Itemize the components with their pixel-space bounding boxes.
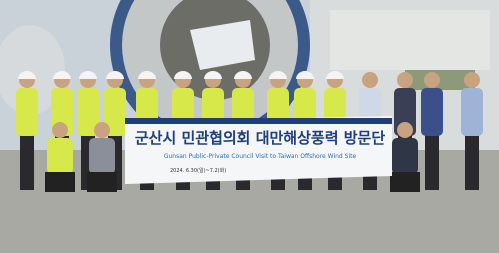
building-wall (330, 10, 490, 70)
torso (16, 88, 38, 136)
banner-subtitle: Gunsan Public-Private Council Visit to T… (164, 153, 357, 160)
photo: 군산시 민관협의회 대만해상풍력 방문단 Gunsan Public-Priva… (0, 0, 499, 253)
head (397, 122, 413, 138)
head (52, 122, 68, 138)
head (464, 72, 480, 88)
legs (20, 130, 34, 190)
banner (125, 116, 392, 184)
head (362, 72, 378, 88)
head (424, 72, 440, 88)
torso (421, 88, 443, 136)
photo-canvas: 군산시 민관협의회 대만해상풍력 방문단 Gunsan Public-Priva… (0, 0, 499, 253)
torso (392, 138, 418, 174)
banner-title: 군산시 민관협의회 대만해상풍력 방문단 (135, 129, 385, 147)
banner-stripe (125, 118, 392, 124)
legs (45, 172, 75, 192)
legs (425, 130, 439, 190)
legs (390, 172, 420, 192)
banner-date: 2024. 6.30(일)~7.2(화) (170, 167, 226, 174)
torso (89, 138, 115, 174)
head (94, 122, 110, 138)
torso (47, 138, 73, 174)
torso (461, 88, 483, 136)
legs (465, 130, 479, 190)
head (397, 72, 413, 88)
legs (87, 172, 117, 192)
